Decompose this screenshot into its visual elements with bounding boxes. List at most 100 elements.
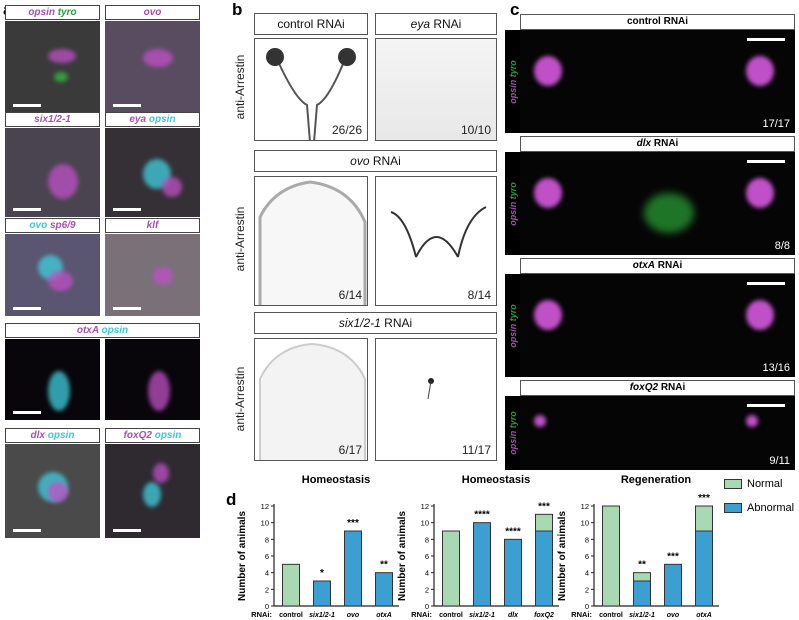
significance-label: * <box>320 568 324 579</box>
scale-bar <box>113 307 141 310</box>
bar-abnormal <box>473 522 491 607</box>
y-axis-label: Number of animals <box>237 511 248 601</box>
legend: Normal Abnormal <box>724 478 794 514</box>
scale-bar <box>113 529 141 532</box>
x-tick-label: six1/2-1 <box>629 612 655 619</box>
legend-swatch-abnormal <box>724 503 742 513</box>
scale-bar <box>113 104 141 107</box>
y-tick-label: 4 <box>265 569 269 578</box>
tile-label: otxA opsin <box>5 323 200 338</box>
y-tick-label: 6 <box>585 552 589 561</box>
tile-label: six1/2-1 <box>5 112 100 127</box>
signal-blob <box>745 177 774 208</box>
signal-blob <box>745 55 774 86</box>
bar-normal <box>695 505 713 532</box>
bar-chart: Homeostasis Number of animals 0 2 4 6 8 10 12 RNA… <box>237 474 399 619</box>
signal-blob <box>47 270 73 291</box>
signal-blob <box>533 55 562 86</box>
count: 17/17 <box>762 118 790 130</box>
signal-blob <box>54 71 69 82</box>
channel-label: opsin tyro <box>505 396 520 470</box>
y-tick-label: 0 <box>425 602 429 611</box>
chart-title: Homeostasis <box>302 474 370 486</box>
micrograph <box>5 21 100 113</box>
micrograph <box>105 234 200 316</box>
count: 8/8 <box>774 240 790 252</box>
count: 6/17 <box>338 443 362 457</box>
channel-label: opsin tyro <box>505 30 520 133</box>
x-tick-label: foxQ2 <box>534 612 554 619</box>
significance-label: *** <box>667 551 679 562</box>
y-tick-label: 10 <box>581 519 589 528</box>
label-control-rnai: control RNAi <box>254 13 368 35</box>
y-tick-label: 2 <box>425 585 429 594</box>
x-tick-label: control <box>279 612 303 619</box>
y-tick-label: 10 <box>421 519 429 528</box>
x-tick-label: ovo <box>347 612 360 619</box>
panel-d-letter: d <box>226 490 237 509</box>
y-tick-label: 0 <box>265 602 269 611</box>
significance-label: **** <box>505 526 521 537</box>
y-tick-label: 4 <box>425 569 429 578</box>
x-tick-label: otxA <box>696 612 712 619</box>
axis-label-anti-arrestin: anti-Arrestin <box>233 54 247 120</box>
legend-item-normal: Normal <box>724 478 794 490</box>
image-six-rnai-2: 11/17 <box>375 338 497 461</box>
image-six-rnai-1: 6/17 <box>254 338 368 461</box>
y-tick-label: 12 <box>581 502 589 511</box>
significance-label: *** <box>347 518 359 529</box>
micrograph <box>5 234 100 316</box>
scale-bar <box>747 282 785 285</box>
y-tick-label: 4 <box>585 569 589 578</box>
x-tick-label: otxA <box>376 612 392 619</box>
micrograph: 17/17 <box>520 30 795 133</box>
scale-bar <box>13 529 41 532</box>
bar-normal <box>633 572 651 582</box>
signal-blob <box>47 48 76 63</box>
row-label: foxQ2 RNAi <box>520 380 795 396</box>
x-prefix-label: RNAi: <box>251 610 272 619</box>
tile-label: eya opsin <box>105 112 200 127</box>
bar-normal <box>535 513 553 532</box>
y-tick-label: 12 <box>261 502 269 511</box>
signal-blob <box>152 266 173 285</box>
y-axis-label: Number of animals <box>557 511 568 601</box>
bar-normal <box>602 505 620 607</box>
tile-label: dlx opsin <box>5 428 100 443</box>
x-tick-label: six1/2-1 <box>309 612 335 619</box>
count: 8/14 <box>467 288 491 302</box>
legend-swatch-normal <box>724 479 742 489</box>
signal-blob <box>47 481 68 502</box>
y-tick-label: 10 <box>261 519 269 528</box>
scale-bar <box>13 307 41 310</box>
signal-blob <box>47 163 78 199</box>
y-tick-label: 6 <box>265 552 269 561</box>
y-tick-label: 8 <box>585 535 589 544</box>
bar-abnormal <box>535 530 553 607</box>
micrograph <box>5 128 100 217</box>
count: 6/14 <box>338 288 362 302</box>
image-ovo-rnai-2: 8/14 <box>375 176 497 306</box>
x-prefix-label: RNAi: <box>411 610 432 619</box>
scale-bar <box>13 411 41 414</box>
count: 13/16 <box>762 362 790 374</box>
count: 9/11 <box>769 455 790 467</box>
micrograph <box>105 21 200 113</box>
micrograph: 8/8 <box>520 152 795 255</box>
scale-bar <box>13 104 41 107</box>
chart-title: Homeostasis <box>462 474 530 486</box>
y-tick-label: 12 <box>421 502 429 511</box>
scale-bar <box>113 208 141 211</box>
count: 26/26 <box>331 123 362 137</box>
label-six-rnai: six1/2-1 RNAi <box>254 312 497 334</box>
bar-chart: Homeostasis Number of animals 0 2 4 6 8 10 12 RNA… <box>397 474 559 619</box>
y-axis-label: Number of animals <box>397 511 408 601</box>
count: 11/17 <box>461 443 491 457</box>
y-tick-label: 0 <box>585 602 589 611</box>
tile-label: ovo sp6/9 <box>5 218 100 233</box>
axis-label-anti-arrestin: anti-Arrestin <box>233 366 247 432</box>
signal-blob <box>152 462 169 483</box>
channel-label: opsin tyro <box>505 274 520 377</box>
signal-blob <box>533 177 562 208</box>
row-label: dlx RNAi <box>520 136 795 152</box>
